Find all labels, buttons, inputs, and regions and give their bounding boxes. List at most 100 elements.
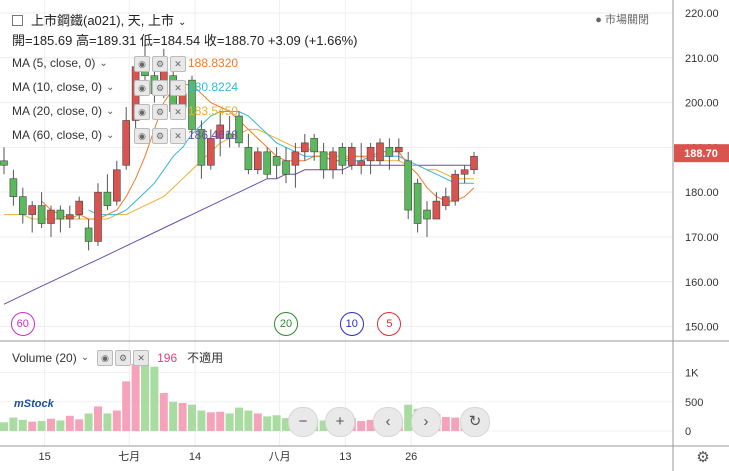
volume-bar — [282, 418, 290, 431]
chevron-down-icon[interactable]: ⌄ — [106, 105, 115, 117]
indicator-row: MA (10, close, 0) ⌄ — [12, 80, 114, 94]
close-icon[interactable]: ✕ — [133, 349, 150, 366]
candle-body — [197, 129, 206, 166]
candle-body — [441, 196, 450, 206]
gear-icon[interactable]: ⚙ — [152, 128, 168, 144]
volume-bar — [75, 419, 84, 431]
volume-bar — [159, 393, 168, 431]
candle-body — [244, 147, 253, 171]
indicator-controls: ◉ ⚙ ✕ — [134, 104, 186, 120]
eye-icon[interactable]: ◉ — [97, 349, 114, 366]
candle-body — [122, 120, 130, 166]
volume-bar — [197, 410, 206, 431]
volume-bar — [206, 412, 215, 431]
ma-badge-60[interactable]: 60 — [10, 312, 35, 336]
candle-body — [413, 182, 422, 224]
candle-body — [282, 160, 290, 175]
volume-value: 196 — [157, 350, 178, 365]
scroll-left-button[interactable]: ‹ — [373, 407, 403, 437]
candle-body — [432, 200, 441, 220]
candle-body — [254, 151, 262, 171]
eye-icon[interactable]: ◉ — [134, 128, 150, 144]
candle-body — [470, 156, 478, 171]
volume-bar — [188, 404, 196, 431]
volume-bar — [150, 366, 159, 431]
y-tick-label: 150.00 — [685, 322, 719, 334]
ma-5-line — [41, 84, 475, 220]
candle-body — [37, 205, 46, 224]
close-icon[interactable]: ✕ — [170, 80, 186, 96]
gear-icon[interactable]: ⚙ — [152, 80, 168, 96]
volume-tick-label: 0 — [685, 426, 691, 438]
x-tick-label: 15 — [38, 451, 50, 463]
volume-bar — [404, 404, 413, 431]
ma-badge-10[interactable]: 10 — [339, 312, 364, 336]
candle-body — [216, 124, 224, 139]
volume-bar — [65, 415, 74, 431]
eye-icon[interactable]: ◉ — [134, 56, 150, 72]
x-tick-label: 七月 — [118, 450, 140, 463]
reset-button[interactable]: ↻ — [460, 407, 490, 437]
settings-gear-icon[interactable]: ⚙ — [696, 449, 709, 466]
candle-body — [404, 160, 413, 211]
chevron-down-icon[interactable]: ⌄ — [178, 17, 187, 28]
ma-badge-5[interactable]: 5 — [377, 312, 402, 336]
indicator-row: MA (5, close, 0) ⌄ — [12, 56, 108, 70]
eye-icon[interactable]: ◉ — [134, 80, 150, 96]
close-icon[interactable]: ✕ — [170, 104, 186, 120]
candle-body — [310, 138, 319, 153]
volume-bar — [441, 416, 450, 431]
indicator-controls: ◉ ⚙ ✕ — [134, 56, 186, 72]
candle-body — [28, 205, 37, 215]
volume-bar — [141, 362, 149, 431]
candle-body — [423, 209, 431, 220]
x-tick-label: 26 — [405, 451, 417, 463]
chevron-down-icon[interactable]: ⌄ — [99, 57, 108, 69]
candle-body — [47, 209, 55, 224]
gear-icon[interactable]: ⚙ — [152, 104, 168, 120]
indicator-label: MA (5, close, 0) — [12, 56, 96, 70]
scroll-right-button[interactable]: › — [411, 407, 441, 437]
volume-bar — [319, 420, 328, 431]
candle-body — [18, 196, 27, 215]
ma-badge-20[interactable]: 20 — [274, 312, 298, 336]
volume-bar — [28, 421, 37, 431]
volume-bar — [47, 418, 55, 431]
candle-body — [300, 142, 309, 153]
last-price-label: 188.70 — [684, 148, 718, 160]
volume-bar — [169, 401, 178, 431]
chevron-down-icon[interactable]: ⌄ — [106, 129, 115, 141]
collapse-icon[interactable] — [12, 15, 23, 27]
eye-icon[interactable]: ◉ — [134, 104, 150, 120]
candle-body — [9, 178, 18, 197]
volume-bar — [122, 381, 131, 431]
chart-title: 上市鋼鐵(a021), 天, 上市 ⌄ — [12, 10, 186, 29]
volume-legend: Volume (20) ⌄ ◉ ⚙ ✕ 196 不適用 — [12, 349, 223, 366]
volume-bar — [451, 417, 460, 431]
candle-body — [329, 151, 337, 171]
candle-body — [94, 191, 102, 242]
gear-icon[interactable]: ⚙ — [152, 56, 168, 72]
candle-body — [451, 173, 460, 202]
candle-body — [366, 147, 375, 162]
close-icon[interactable]: ✕ — [170, 128, 186, 144]
gear-icon[interactable]: ⚙ — [115, 349, 132, 366]
y-tick-label: 200.00 — [685, 98, 719, 110]
x-tick-label: 八月 — [269, 451, 291, 463]
volume-bar — [56, 420, 65, 431]
volume-label: Volume (20) — [12, 350, 77, 365]
zoom-out-button[interactable]: − — [288, 407, 318, 437]
chevron-down-icon[interactable]: ⌄ — [80, 352, 90, 363]
ohlc-quote: 開=185.69 高=189.31 低=184.54 收=188.70 +3.0… — [12, 33, 358, 48]
volume-bar — [244, 410, 253, 431]
chevron-down-icon[interactable]: ⌄ — [106, 81, 115, 93]
candle-body — [291, 151, 300, 166]
close-icon[interactable]: ✕ — [170, 56, 186, 72]
ma-60-line — [3, 164, 474, 305]
candle-body — [385, 147, 394, 157]
volume-bar — [235, 407, 243, 431]
indicator-label: MA (60, close, 0) — [12, 128, 103, 142]
candle-body — [347, 147, 356, 166]
zoom-in-button[interactable]: + — [325, 407, 355, 437]
